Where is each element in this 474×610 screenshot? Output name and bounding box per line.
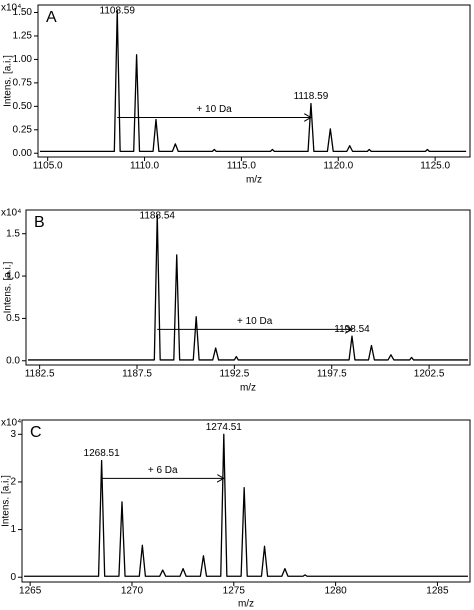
peak-label: 1268.51 [84,448,121,459]
x-tick-label: 1197.5 [317,369,347,380]
panel-letter: C [30,424,42,441]
plot-frame [25,209,471,366]
x-tick-label: 1275 [223,586,246,597]
y-tick-label: 1.00 [13,54,33,65]
y-tick-label: 0.00 [13,148,33,159]
x-tick-label: 1265 [19,586,42,597]
panel-letter: A [46,9,57,26]
x-tick-label: 1125.0 [420,161,450,172]
y-tick-label: 0 [10,572,16,583]
x-tick-label: 1280 [324,586,347,597]
y-tick-label: 0.0 [6,355,20,366]
y-axis-label: Intens. [a.i.] [3,55,14,107]
y-multiplier: x10⁴ [1,208,21,219]
x-tick-label: 1105.0 [33,161,63,172]
y-tick-label: 1.50 [13,7,33,18]
y-tick-label: 1 [10,524,16,535]
x-axis-label: m/z [240,383,256,394]
y-tick-label: 2 [10,477,16,488]
x-tick-label: 1192.5 [219,369,249,380]
y-tick-label: 1.5 [6,228,20,239]
y-axis-label: Intens. [a.i.] [1,475,12,527]
x-tick-label: 1115.0 [227,161,257,172]
shift-label: + 10 Da [237,316,273,327]
peak-label: 1188.54 [140,211,176,222]
y-tick-label: 1.25 [13,31,33,42]
plot-frame [37,4,471,158]
y-tick-label: 0.25 [13,124,33,135]
spectrum-trace [39,9,467,153]
y-multiplier: x10⁴ [1,418,21,429]
x-tick-label: 1202.5 [414,369,445,380]
x-tick-label: 1270 [121,586,144,597]
peak-label: 1108.59 [100,6,136,17]
y-tick-label: 0.5 [6,313,20,324]
panel-letter: B [34,214,45,231]
y-multiplier: x10⁴ [1,3,21,14]
peak-label: 1118.59 [294,91,329,102]
y-axis-label: Intens. [a.i.] [3,261,14,313]
y-tick-label: 1.0 [6,271,20,282]
spectrum-trace [27,214,469,361]
x-tick-label: 1120.0 [323,161,353,172]
x-axis-label: m/z [246,175,262,186]
x-axis-label: m/z [238,599,254,610]
spectrum-trace [24,433,468,577]
shift-label: + 10 Da [196,104,232,115]
plot-frame [21,419,471,583]
shift-label: + 6 Da [148,465,178,476]
y-tick-label: 3 [10,429,16,440]
peak-label: 1274.51 [206,422,243,433]
x-tick-label: 1110.0 [130,161,160,172]
y-tick-label: 0.50 [13,101,33,112]
y-tick-label: 0.75 [13,78,33,89]
x-tick-label: 1187.5 [122,369,152,380]
x-tick-label: 1285 [426,586,449,597]
x-tick-label: 1182.5 [25,369,55,380]
